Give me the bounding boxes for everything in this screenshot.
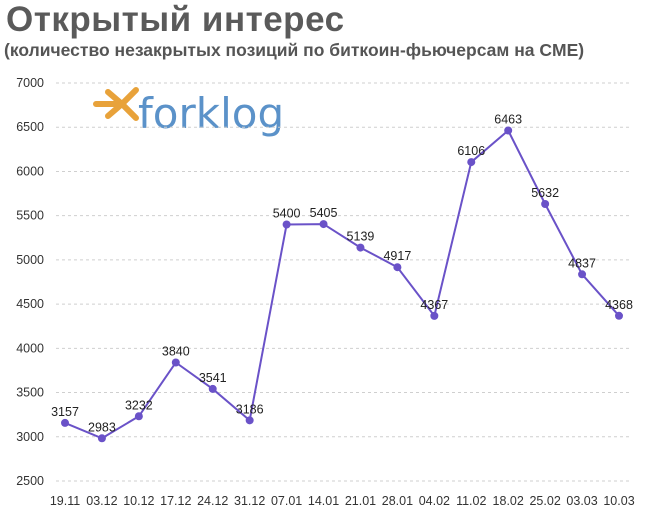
- data-point: [282, 220, 291, 229]
- data-label: 5139: [347, 230, 375, 244]
- x-tick-label: 28.01: [382, 494, 413, 508]
- data-label: 6106: [457, 144, 485, 158]
- x-tick-label: 03.03: [566, 494, 597, 508]
- data-point: [319, 220, 328, 229]
- x-tick-label: 10.03: [603, 494, 634, 508]
- logo-text: forklog: [138, 89, 284, 138]
- data-point: [171, 358, 180, 367]
- data-label: 3232: [125, 398, 153, 412]
- y-tick-label: 5500: [16, 209, 44, 223]
- x-tick-label: 25.02: [529, 494, 560, 508]
- data-point: [504, 126, 513, 135]
- forklog-logo: forklog: [93, 87, 284, 138]
- data-label: 3157: [51, 405, 79, 419]
- data-label: 6463: [494, 112, 522, 126]
- x-tick-label: 24.12: [197, 494, 228, 508]
- series-line: [64, 128, 620, 440]
- data-label: 3840: [162, 344, 190, 358]
- y-tick-label: 6500: [16, 120, 44, 134]
- data-label: 5405: [310, 206, 338, 220]
- x-tick-label: 21.01: [345, 494, 376, 508]
- data-point: [393, 263, 402, 272]
- data-point: [430, 311, 439, 320]
- x-tick-label: 17.12: [160, 494, 191, 508]
- logo-fork-shape: [119, 87, 139, 121]
- data-label: 4368: [605, 298, 633, 312]
- x-tick-label: 14.01: [308, 494, 339, 508]
- y-tick-label: 5000: [16, 253, 44, 267]
- data-point: [245, 416, 254, 425]
- y-tick-label: 2500: [16, 474, 44, 488]
- data-point: [61, 418, 69, 427]
- series-line-group: [61, 126, 623, 443]
- data-label: 4367: [420, 298, 448, 312]
- x-axis-ticks: 19.11 03.12 10.12 17.12 24.12 31.12 07.01 14.01…: [50, 494, 635, 508]
- x-tick-label: 11.02: [456, 494, 486, 508]
- y-tick-label: 3000: [16, 430, 44, 444]
- logo-arrow-shape: [93, 89, 125, 119]
- x-tick-label: 10.12: [123, 494, 154, 508]
- x-tick-label: 04.02: [419, 494, 450, 508]
- y-axis-ticks: 2500 3000 3500 4000 4500 5000 5500 6000 6500 7000: [16, 76, 44, 488]
- page-subtitle: (количество незакрытых позиций по биткои…: [4, 40, 585, 60]
- x-tick-label: 31.12: [234, 494, 265, 508]
- data-point: [541, 199, 550, 208]
- data-point: [356, 243, 365, 252]
- x-tick-label: 07.01: [271, 494, 302, 508]
- data-label: 3186: [236, 402, 264, 416]
- data-label: 2983: [88, 420, 116, 434]
- data-labels: 3157 2983 3232 3840 3541 3186 5400 5405 5139 4917…: [51, 112, 633, 434]
- data-point: [97, 434, 106, 443]
- data-point: [134, 412, 143, 421]
- data-label: 3541: [199, 371, 227, 385]
- y-tick-label: 6000: [16, 164, 44, 178]
- y-tick-label: 4000: [16, 341, 44, 355]
- data-point: [578, 270, 587, 279]
- data-point: [208, 384, 217, 393]
- data-label: 4837: [568, 256, 596, 270]
- data-label: 4917: [383, 249, 411, 263]
- data-label: 5632: [531, 186, 559, 200]
- x-tick-label: 19.11: [50, 494, 80, 508]
- data-point: [615, 311, 623, 320]
- grid-lines: [56, 82, 630, 482]
- y-tick-label: 4500: [16, 297, 44, 311]
- data-point: [467, 158, 476, 167]
- y-tick-label: 3500: [16, 386, 44, 400]
- x-tick-label: 18.02: [493, 494, 524, 508]
- forklog-arrow-icon: [93, 87, 139, 121]
- data-label: 5400: [273, 207, 301, 221]
- page-title: Открытый интерес: [6, 0, 345, 39]
- x-tick-label: 03.12: [86, 494, 117, 508]
- y-tick-label: 7000: [16, 76, 44, 90]
